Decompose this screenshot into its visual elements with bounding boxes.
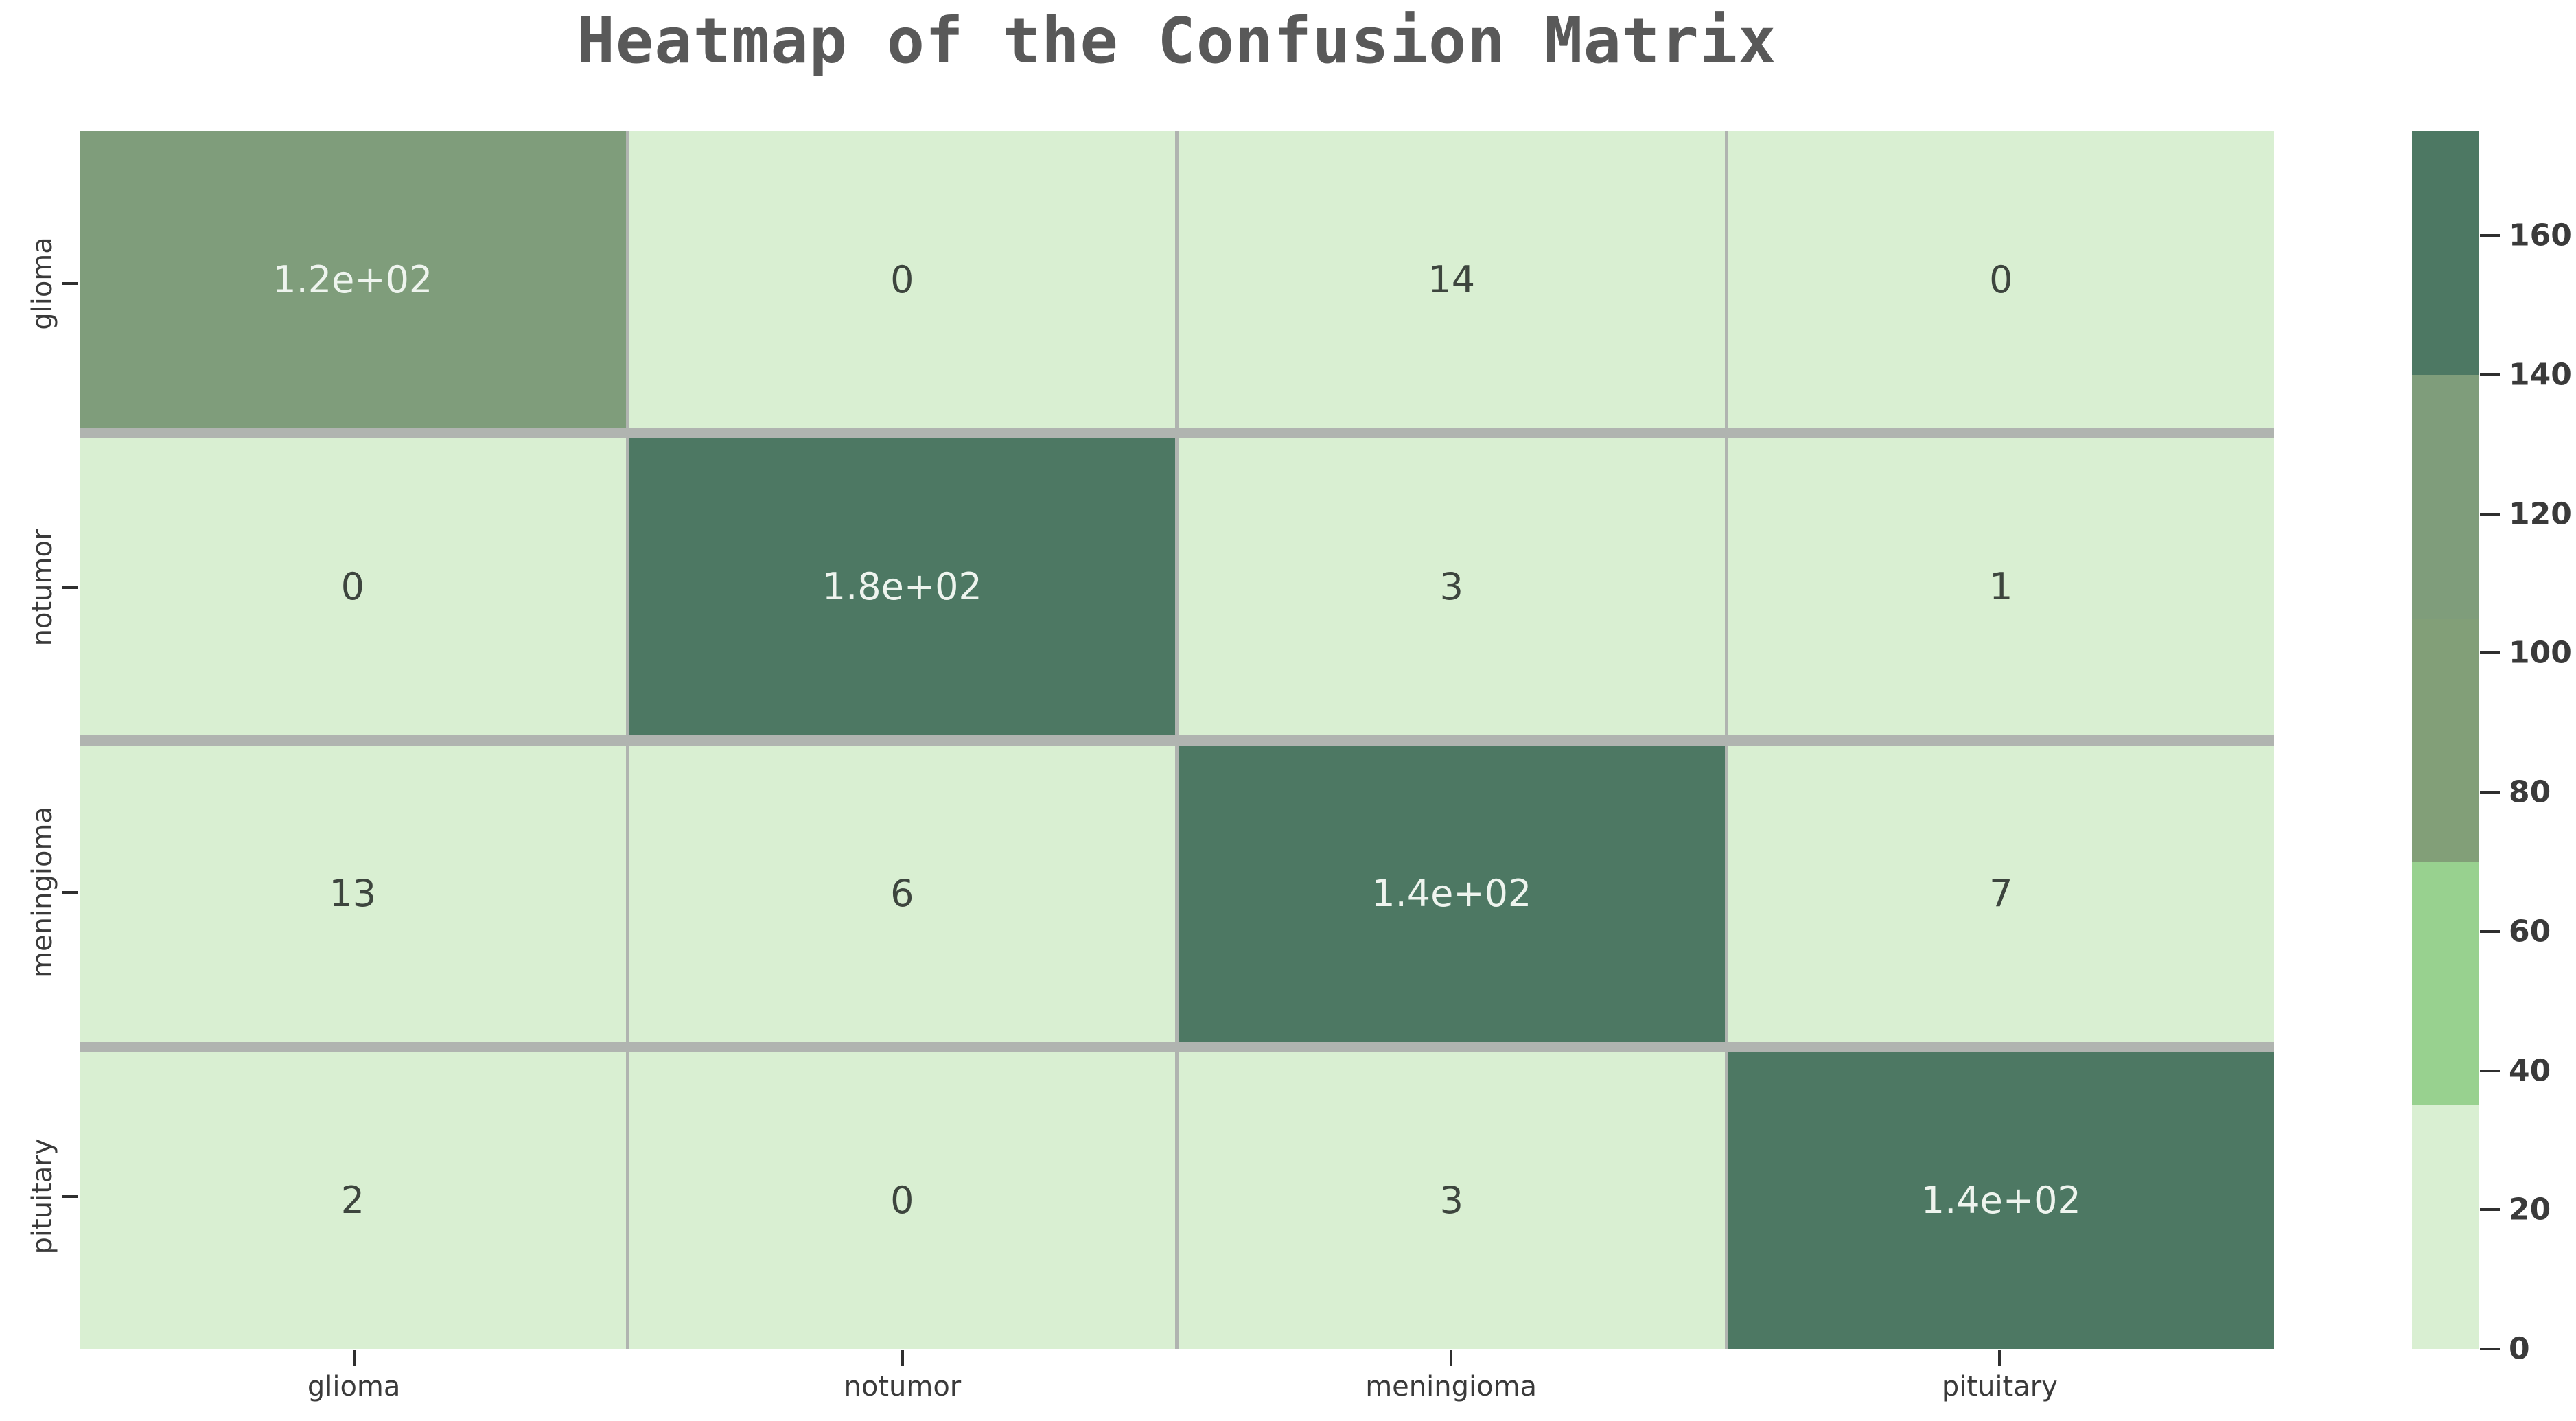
cell-value: 2 — [340, 1179, 364, 1223]
y-axis-label: notumor — [27, 529, 58, 647]
heatmap-cell: 1.8e+02 — [629, 438, 1175, 735]
colorbar-tick-label: 80 — [2509, 774, 2551, 810]
x-tick-mark — [901, 1350, 904, 1366]
heatmap-cell: 1.2e+02 — [80, 131, 626, 428]
colorbar-tick-mark — [2480, 234, 2500, 238]
x-axis-label: glioma — [307, 1371, 401, 1402]
cell-value: 0 — [1989, 257, 2013, 301]
cell-value: 14 — [1428, 257, 1476, 301]
colorbar-tick-mark — [2480, 651, 2500, 655]
colorbar-band — [2412, 862, 2479, 1106]
colorbar-band — [2412, 131, 2479, 375]
colorbar — [2412, 131, 2479, 1349]
x-tick-mark — [1998, 1350, 2001, 1366]
cell-value: 13 — [329, 872, 377, 916]
heatmap-cell: 0 — [80, 438, 626, 735]
colorbar-tick-label: 120 — [2509, 496, 2572, 532]
cell-value: 1 — [1989, 564, 2013, 608]
cell-value: 0 — [340, 564, 364, 608]
x-tick-mark — [1450, 1350, 1453, 1366]
colorbar-tick-mark — [2480, 791, 2500, 794]
chart-title: Heatmap of the Confusion Matrix — [577, 4, 1777, 78]
cell-value: 0 — [890, 1179, 914, 1223]
x-axis-label: meningioma — [1365, 1371, 1538, 1402]
cell-value: 3 — [1439, 1179, 1463, 1223]
y-axis-label: pituitary — [27, 1138, 58, 1255]
cell-value: 6 — [890, 872, 914, 916]
x-axis-label: pituitary — [1941, 1371, 2058, 1402]
colorbar-tick-label: 20 — [2509, 1192, 2551, 1227]
heatmap-cell: 6 — [629, 745, 1175, 1042]
y-axis-label: meningioma — [27, 806, 58, 978]
colorbar-tick-mark — [2480, 929, 2500, 933]
heatmap-cell: 1.4e+02 — [1179, 745, 1725, 1042]
colorbar-tick-label: 160 — [2509, 218, 2572, 253]
cell-value: 1.4e+02 — [1921, 1179, 2081, 1223]
y-tick-mark — [62, 1195, 78, 1199]
heatmap-cell: 1.4e+02 — [1728, 1052, 2274, 1349]
x-tick-mark — [352, 1350, 356, 1366]
y-tick-mark — [62, 890, 78, 894]
cell-value: 3 — [1439, 564, 1463, 608]
colorbar-tick-mark — [2480, 373, 2500, 376]
colorbar-tick-mark — [2480, 1348, 2500, 1350]
colorbar-tick-label: 140 — [2509, 357, 2572, 393]
heatmap-cell: 1 — [1728, 438, 2274, 735]
y-axis-label: glioma — [27, 236, 58, 330]
cell-value: 7 — [1989, 872, 2013, 916]
cell-value: 0 — [890, 257, 914, 301]
y-tick-mark — [62, 586, 78, 590]
colorbar-tick-mark — [2480, 1069, 2500, 1072]
y-tick-mark — [62, 281, 78, 285]
colorbar-tick-label: 0 — [2509, 1331, 2530, 1367]
colorbar-tick-label: 100 — [2509, 635, 2572, 671]
heatmap-cell: 0 — [629, 131, 1175, 428]
colorbar-band — [2412, 618, 2479, 862]
heatmap-cell: 7 — [1728, 745, 2274, 1042]
colorbar-band — [2412, 1105, 2479, 1349]
cell-value: 1.4e+02 — [1371, 872, 1532, 916]
colorbar-band — [2412, 374, 2479, 619]
heatmap-cell: 3 — [1179, 1052, 1725, 1349]
cell-value: 1.2e+02 — [272, 257, 433, 301]
heatmap-cell: 14 — [1179, 131, 1725, 428]
heatmap: 1.2e+02 0 14 0 0 1.8e+02 3 1 13 6 1.4e+02 7 2 0 3 1.4e+… — [80, 131, 2274, 1349]
heatmap-cell: 2 — [80, 1052, 626, 1349]
heatmap-cell: 0 — [1728, 131, 2274, 428]
cell-value: 1.8e+02 — [822, 564, 982, 608]
heatmap-cell: 13 — [80, 745, 626, 1042]
colorbar-tick-mark — [2480, 1208, 2500, 1212]
colorbar-tick-label: 60 — [2509, 914, 2551, 949]
heatmap-cell: 3 — [1179, 438, 1725, 735]
colorbar-tick-label: 40 — [2509, 1053, 2551, 1088]
colorbar-tick-mark — [2480, 512, 2500, 516]
heatmap-cell: 0 — [629, 1052, 1175, 1349]
x-axis-label: notumor — [844, 1371, 962, 1402]
